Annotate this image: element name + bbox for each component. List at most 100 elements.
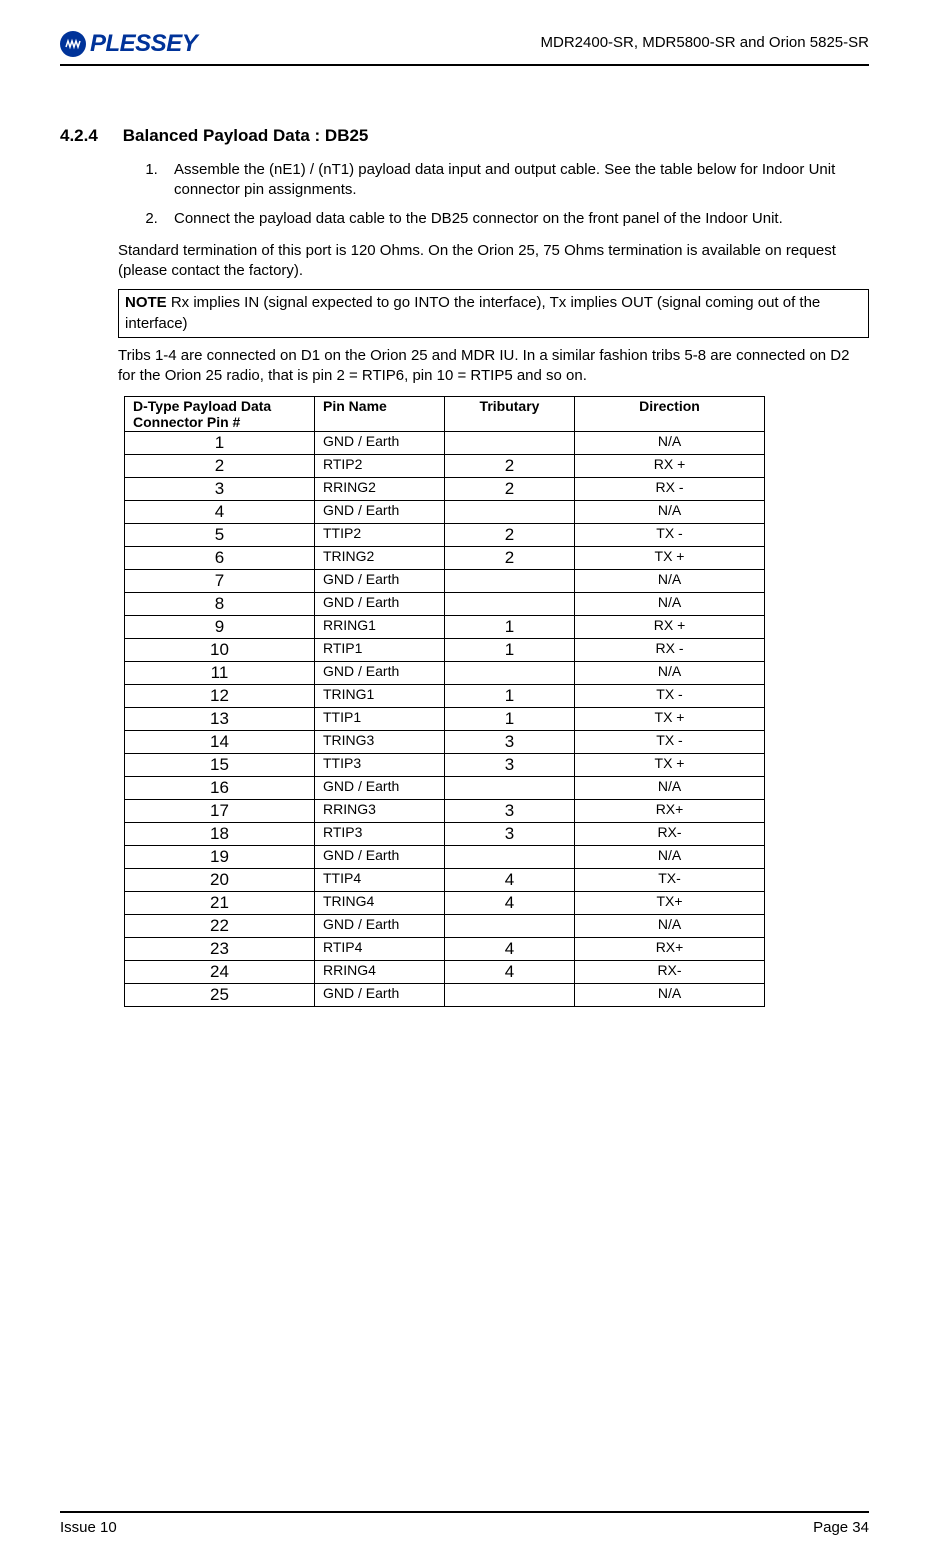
cell-dir: RX + — [575, 455, 765, 478]
step-item: Connect the payload data cable to the DB… — [162, 209, 869, 229]
cell-pin: 5 — [125, 524, 315, 547]
table-body: 1GND / EarthN/A2RTIP22RX +3RRING22RX -4G… — [125, 432, 765, 1007]
page-footer: Issue 10 Page 34 — [60, 1511, 869, 1536]
cell-name: GND / Earth — [315, 501, 445, 524]
cell-pin: 19 — [125, 846, 315, 869]
footer-issue: Issue 10 — [60, 1519, 117, 1536]
cell-dir: N/A — [575, 846, 765, 869]
cell-dir: TX - — [575, 524, 765, 547]
cell-trib — [445, 570, 575, 593]
cell-name: GND / Earth — [315, 432, 445, 455]
cell-name: GND / Earth — [315, 777, 445, 800]
cell-pin: 17 — [125, 800, 315, 823]
cell-pin: 13 — [125, 708, 315, 731]
cell-trib: 4 — [445, 892, 575, 915]
table-header-row: D-Type Payload Data Connector Pin # Pin … — [125, 397, 765, 432]
cell-name: RTIP2 — [315, 455, 445, 478]
cell-pin: 20 — [125, 869, 315, 892]
cell-pin: 7 — [125, 570, 315, 593]
cell-name: TTIP1 — [315, 708, 445, 731]
logo-text: PLESSEY — [90, 30, 197, 58]
cell-trib: 2 — [445, 547, 575, 570]
table-row: 25GND / Earth N/A — [125, 984, 765, 1007]
table-row: 2RTIP22RX + — [125, 455, 765, 478]
cell-name: TRING4 — [315, 892, 445, 915]
cell-name: TRING1 — [315, 685, 445, 708]
cell-trib: 3 — [445, 731, 575, 754]
cell-pin: 22 — [125, 915, 315, 938]
cell-name: GND / Earth — [315, 662, 445, 685]
cell-trib — [445, 777, 575, 800]
cell-trib — [445, 662, 575, 685]
table-row: 7GND / EarthN/A — [125, 570, 765, 593]
cell-dir: TX+ — [575, 892, 765, 915]
cell-trib: 1 — [445, 685, 575, 708]
content: 4.2.4 Balanced Payload Data : DB25 Assem… — [60, 66, 869, 1007]
cell-trib: 4 — [445, 961, 575, 984]
cell-dir: N/A — [575, 984, 765, 1007]
cell-pin: 15 — [125, 754, 315, 777]
cell-dir: RX- — [575, 823, 765, 846]
table-row: 10RTIP11RX - — [125, 639, 765, 662]
cell-name: TTIP4 — [315, 869, 445, 892]
col-header-name: Pin Name — [315, 397, 445, 432]
cell-pin: 9 — [125, 616, 315, 639]
cell-pin: 12 — [125, 685, 315, 708]
cell-name: TTIP3 — [315, 754, 445, 777]
cell-trib: 3 — [445, 823, 575, 846]
table-row: 6TRING22TX + — [125, 547, 765, 570]
cell-pin: 1 — [125, 432, 315, 455]
cell-pin: 8 — [125, 593, 315, 616]
cell-trib — [445, 593, 575, 616]
col-header-trib: Tributary — [445, 397, 575, 432]
cell-name: GND / Earth — [315, 846, 445, 869]
cell-pin: 2 — [125, 455, 315, 478]
cell-pin: 6 — [125, 547, 315, 570]
logo-mark-icon — [60, 31, 86, 57]
cell-name: GND / Earth — [315, 984, 445, 1007]
cell-trib: 1 — [445, 708, 575, 731]
cell-trib — [445, 501, 575, 524]
cell-pin: 16 — [125, 777, 315, 800]
cell-trib: 2 — [445, 455, 575, 478]
note-body: Rx implies IN (signal expected to go INT… — [125, 294, 820, 331]
cell-pin: 4 — [125, 501, 315, 524]
cell-dir: RX+ — [575, 938, 765, 961]
cell-dir: TX + — [575, 708, 765, 731]
cell-pin: 11 — [125, 662, 315, 685]
cell-dir: RX - — [575, 639, 765, 662]
cell-trib: 1 — [445, 639, 575, 662]
cell-dir: RX - — [575, 478, 765, 501]
table-row: 4GND / Earth N/A — [125, 501, 765, 524]
table-row: 8GND / EarthN/A — [125, 593, 765, 616]
page-header: PLESSEY MDR2400-SR, MDR5800-SR and Orion… — [60, 30, 869, 66]
cell-trib: 4 — [445, 869, 575, 892]
table-row: 18RTIP33RX- — [125, 823, 765, 846]
page: PLESSEY MDR2400-SR, MDR5800-SR and Orion… — [0, 0, 929, 1566]
cell-dir: N/A — [575, 915, 765, 938]
table-row: 19GND / Earth N/A — [125, 846, 765, 869]
cell-trib: 2 — [445, 524, 575, 547]
cell-name: RRING3 — [315, 800, 445, 823]
cell-dir: TX- — [575, 869, 765, 892]
cell-dir: N/A — [575, 501, 765, 524]
table-row: 1GND / EarthN/A — [125, 432, 765, 455]
logo: PLESSEY — [60, 30, 197, 58]
section-number: 4.2.4 — [60, 126, 118, 146]
cell-name: GND / Earth — [315, 915, 445, 938]
cell-pin: 25 — [125, 984, 315, 1007]
cell-trib — [445, 846, 575, 869]
table-row: 3RRING22RX - — [125, 478, 765, 501]
cell-dir: RX + — [575, 616, 765, 639]
cell-trib: 4 — [445, 938, 575, 961]
wave-icon — [65, 37, 81, 51]
cell-dir: TX - — [575, 731, 765, 754]
footer-page: Page 34 — [813, 1519, 869, 1536]
table-row: 22GND / Earth N/A — [125, 915, 765, 938]
cell-name: RRING1 — [315, 616, 445, 639]
cell-name: RRING2 — [315, 478, 445, 501]
table-row: 17RRING33RX+ — [125, 800, 765, 823]
cell-pin: 18 — [125, 823, 315, 846]
cell-dir: N/A — [575, 662, 765, 685]
cell-name: RRING4 — [315, 961, 445, 984]
